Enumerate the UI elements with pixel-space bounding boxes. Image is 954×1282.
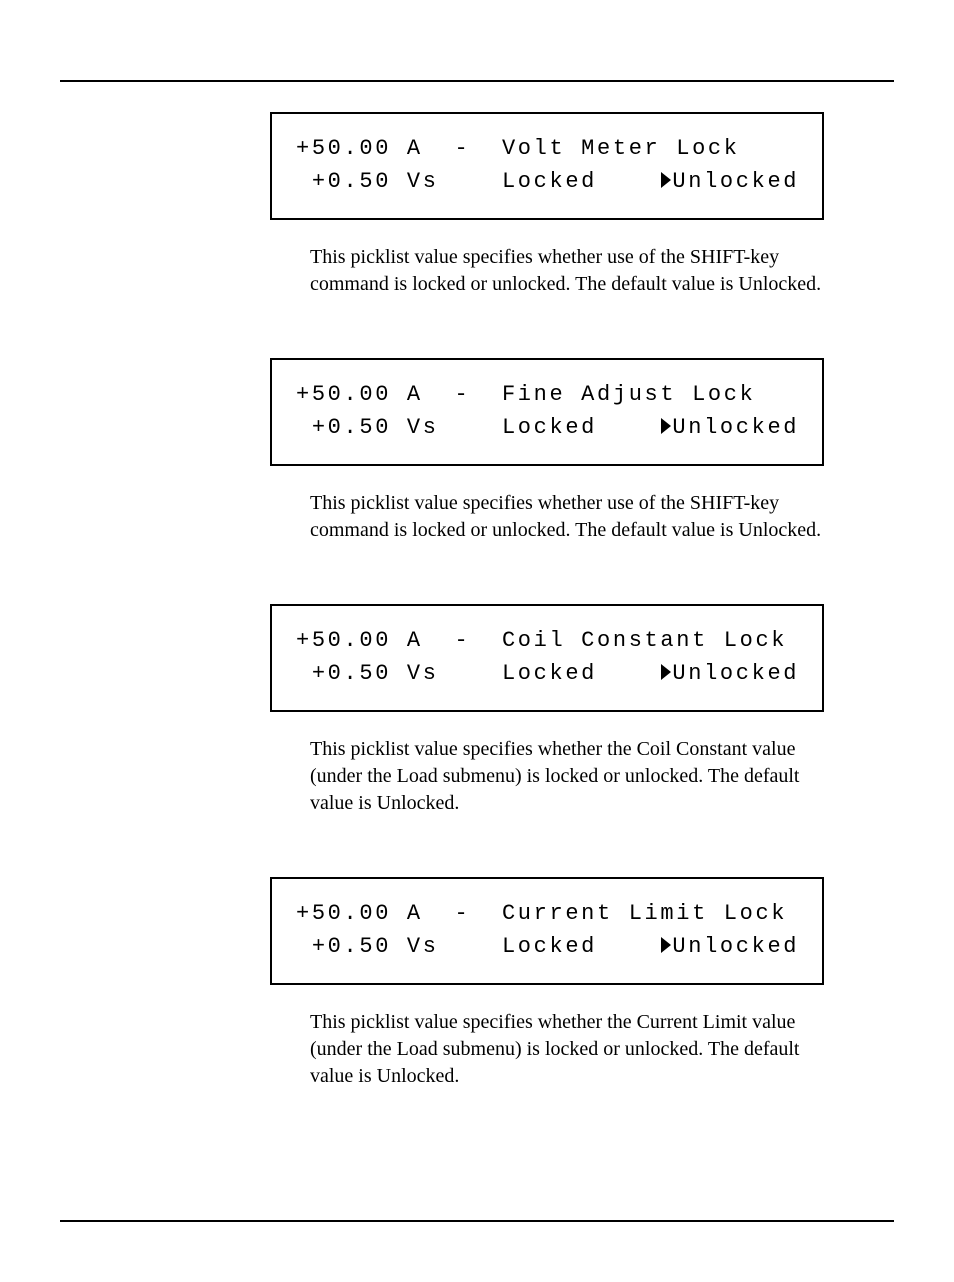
lcd-dash: - <box>454 624 470 657</box>
lcd-spacer <box>597 657 660 690</box>
cursor-icon <box>660 417 672 435</box>
lcd-option-unlocked[interactable]: Unlocked <box>660 411 799 444</box>
cursor-icon <box>660 663 672 681</box>
lcd-line-1: +50.00 A - Current Limit Lock <box>296 897 798 930</box>
lcd-separator <box>423 378 455 411</box>
lcd-option-label: Unlocked <box>672 934 799 959</box>
lcd-spacer <box>470 378 502 411</box>
lcd-line-2: +0.50 Vs Locked Unlocked <box>296 930 798 963</box>
lcd-option-unlocked[interactable]: Unlocked <box>660 657 799 690</box>
lcd-spacer <box>439 411 502 444</box>
lcd-reading-current: +50.00 A <box>296 624 423 657</box>
lcd-spacer <box>470 624 502 657</box>
lcd-menu-title: Fine Adjust Lock <box>502 378 755 411</box>
page-content: +50.00 A - Volt Meter Lock +0.50 Vs Lock… <box>0 82 954 1220</box>
lcd-display: +50.00 A - Coil Constant Lock +0.50 Vs L… <box>270 604 824 712</box>
lock-section: +50.00 A - Coil Constant Lock +0.50 Vs L… <box>270 604 824 817</box>
lcd-display: +50.00 A - Volt Meter Lock +0.50 Vs Lock… <box>270 112 824 220</box>
lock-section: +50.00 A - Volt Meter Lock +0.50 Vs Lock… <box>270 112 824 298</box>
cursor-icon <box>660 936 672 954</box>
lock-section: +50.00 A - Fine Adjust Lock +0.50 Vs Loc… <box>270 358 824 544</box>
lcd-spacer <box>470 132 502 165</box>
lcd-option-unlocked[interactable]: Unlocked <box>660 930 799 963</box>
lcd-spacer <box>439 165 502 198</box>
lcd-option-locked[interactable]: Locked <box>502 657 597 690</box>
lcd-dash: - <box>454 378 470 411</box>
section-description: This picklist value specifies whether us… <box>310 490 824 544</box>
section-description: This picklist value specifies whether us… <box>310 244 824 298</box>
lcd-line-2: +0.50 Vs Locked Unlocked <box>296 411 798 444</box>
lcd-spacer <box>597 165 660 198</box>
lcd-line-2: +0.50 Vs Locked Unlocked <box>296 657 798 690</box>
lcd-reading-voltage: +0.50 Vs <box>296 165 439 198</box>
bottom-rule <box>60 1220 894 1222</box>
lcd-dash: - <box>454 897 470 930</box>
lcd-option-label: Unlocked <box>672 169 799 194</box>
lcd-option-label: Unlocked <box>672 661 799 686</box>
lcd-reading-current: +50.00 A <box>296 897 423 930</box>
lcd-option-label: Locked <box>502 934 597 959</box>
lcd-separator <box>423 897 455 930</box>
section-description: This picklist value specifies whether th… <box>310 1009 824 1090</box>
lcd-menu-title: Coil Constant Lock <box>502 624 787 657</box>
lcd-reading-current: +50.00 A <box>296 132 423 165</box>
lcd-option-label: Unlocked <box>672 415 799 440</box>
lcd-line-1: +50.00 A - Volt Meter Lock <box>296 132 798 165</box>
lcd-line-2: +0.50 Vs Locked Unlocked <box>296 165 798 198</box>
lcd-separator <box>423 132 455 165</box>
lcd-spacer <box>470 897 502 930</box>
lcd-spacer <box>597 411 660 444</box>
lcd-dash: - <box>454 132 470 165</box>
lcd-menu-title: Volt Meter Lock <box>502 132 740 165</box>
lcd-line-1: +50.00 A - Coil Constant Lock <box>296 624 798 657</box>
lcd-menu-title: Current Limit Lock <box>502 897 787 930</box>
lcd-spacer <box>439 657 502 690</box>
lcd-option-locked[interactable]: Locked <box>502 930 597 963</box>
lcd-line-1: +50.00 A - Fine Adjust Lock <box>296 378 798 411</box>
lcd-spacer <box>439 930 502 963</box>
section-description: This picklist value specifies whether th… <box>310 736 824 817</box>
lcd-reading-voltage: +0.50 Vs <box>296 930 439 963</box>
lcd-separator <box>423 624 455 657</box>
lcd-reading-voltage: +0.50 Vs <box>296 411 439 444</box>
lcd-spacer <box>597 930 660 963</box>
lcd-option-locked[interactable]: Locked <box>502 165 597 198</box>
lcd-option-locked[interactable]: Locked <box>502 411 597 444</box>
lcd-reading-voltage: +0.50 Vs <box>296 657 439 690</box>
lcd-option-unlocked[interactable]: Unlocked <box>660 165 799 198</box>
lcd-display: +50.00 A - Fine Adjust Lock +0.50 Vs Loc… <box>270 358 824 466</box>
lcd-option-label: Locked <box>502 661 597 686</box>
lcd-option-label: Locked <box>502 169 597 194</box>
cursor-icon <box>660 171 672 189</box>
lcd-option-label: Locked <box>502 415 597 440</box>
lock-section: +50.00 A - Current Limit Lock +0.50 Vs L… <box>270 877 824 1090</box>
lcd-display: +50.00 A - Current Limit Lock +0.50 Vs L… <box>270 877 824 985</box>
lcd-reading-current: +50.00 A <box>296 378 423 411</box>
